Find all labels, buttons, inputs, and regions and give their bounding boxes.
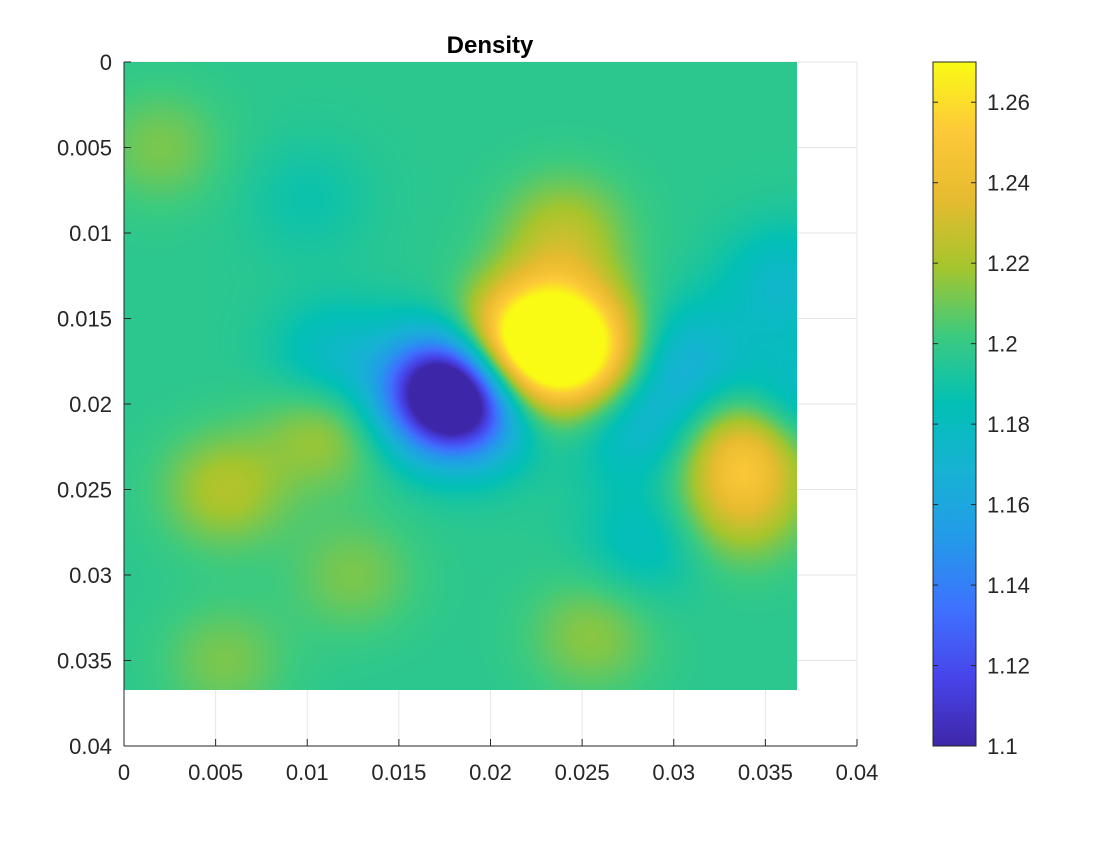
x-tick-label: 0.04 — [836, 760, 879, 785]
colorbar-tick-label: 1.14 — [987, 573, 1030, 598]
y-tick-label: 0.04 — [69, 734, 112, 759]
y-tick-label: 0.03 — [69, 563, 112, 588]
colorbar-tick-label: 1.16 — [987, 493, 1030, 518]
y-tick-label: 0.035 — [57, 649, 112, 674]
x-tick-label: 0.015 — [371, 760, 426, 785]
x-tick-label: 0.01 — [286, 760, 329, 785]
x-tick-label: 0.035 — [738, 760, 793, 785]
y-tick-label: 0.02 — [69, 392, 112, 417]
colorbar-tick-label: 1.2 — [987, 332, 1018, 357]
y-tick-label: 0.005 — [57, 136, 112, 161]
colorbar-tick-label: 1.22 — [987, 251, 1030, 276]
heatmap-field — [124, 62, 797, 690]
x-tick-label: 0.025 — [555, 760, 610, 785]
y-tick-label: 0.01 — [69, 221, 112, 246]
colorbar-tick-label: 1.26 — [987, 90, 1030, 115]
x-tick-label: 0.005 — [188, 760, 243, 785]
y-tick-label: 0 — [100, 50, 112, 75]
x-tick-label: 0.03 — [652, 760, 695, 785]
x-tick-label: 0 — [118, 760, 130, 785]
colorbar-tick-label: 1.18 — [987, 412, 1030, 437]
colorbar-tick-label: 1.12 — [987, 654, 1030, 679]
colorbar — [932, 61, 977, 747]
heatmap-canvas — [124, 62, 797, 690]
colorbar-tick-label: 1.24 — [987, 171, 1030, 196]
colorbar-tick-label: 1.1 — [987, 734, 1018, 759]
x-tick-label: 0.02 — [469, 760, 512, 785]
y-tick-label: 0.015 — [57, 307, 112, 332]
chart-title: Density — [447, 32, 534, 59]
y-tick-label: 0.025 — [57, 478, 112, 503]
